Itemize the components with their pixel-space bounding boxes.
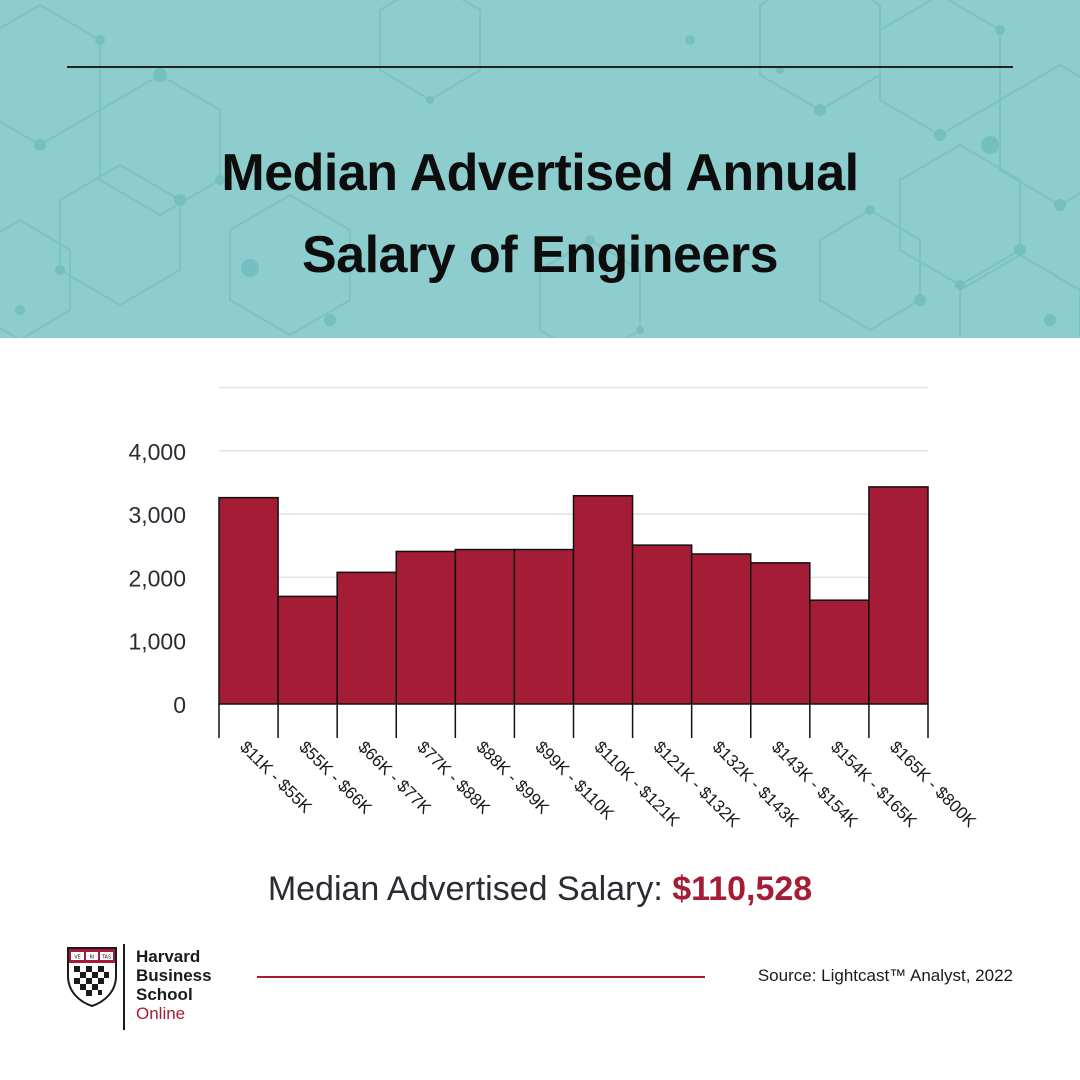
bar (218, 496, 279, 705)
bar (868, 486, 929, 705)
hexagon-pattern-background (0, 0, 1080, 338)
bar (336, 571, 397, 705)
bar (750, 562, 811, 705)
header-banner: Median Advertised Annual Salary of Engin… (0, 0, 1080, 338)
bar (277, 595, 338, 705)
y-tick-label: 0 (173, 692, 186, 718)
bar (631, 544, 693, 705)
wordmark-online: Online (136, 1004, 186, 1023)
x-axis (218, 704, 929, 738)
bar (572, 494, 634, 705)
y-tick-label: 4,000 (128, 439, 186, 465)
histogram-chart: 0 1,000 2,000 3,000 4,000 $11K - $55K$55K - … (128, 386, 980, 831)
chart-title-line-2: Salary of Engineers (301, 226, 779, 284)
bar (513, 548, 575, 705)
median-salary-callout: Median Advertised Salary: $110,528 (0, 864, 1080, 914)
median-salary-label: Median Advertised Salary: (267, 870, 673, 908)
shield-book-1: VE (74, 955, 81, 961)
shield-book-3: TAS (101, 955, 111, 961)
wordmark-harvard: Harvard (136, 947, 201, 966)
top-rule (67, 66, 1013, 68)
hbs-shield-logo: VE RI TAS (67, 947, 117, 1008)
logo-divider (123, 944, 125, 1030)
median-salary-value: $110,528 (672, 870, 813, 908)
footer-rule (257, 976, 705, 978)
bar (690, 553, 752, 705)
y-tick-label: 2,000 (128, 565, 186, 591)
bar (395, 550, 457, 705)
bar (809, 599, 870, 705)
wordmark-business: Business (136, 966, 212, 985)
bars (218, 486, 929, 705)
shield-book-2: RI (90, 955, 95, 961)
y-tick-label: 1,000 (128, 629, 186, 655)
chart-title: Median Advertised Annual Salary of Engin… (140, 132, 940, 296)
y-axis-tick-labels: 0 1,000 2,000 3,000 4,000 (128, 439, 186, 718)
molecule-dots (15, 25, 1066, 334)
source-citation: Source: Lightcast™ Analyst, 2022 (757, 966, 1013, 985)
y-tick-label: 3,000 (128, 502, 186, 528)
hbs-wordmark: Harvard Business School Online (136, 947, 212, 1023)
x-axis-tick-labels: $11K - $55K$55K - $66K$66K - $77K$77K - … (236, 737, 980, 831)
chart-title-line-1: Median Advertised Annual (221, 144, 859, 202)
bar (454, 548, 516, 705)
wordmark-school: School (136, 985, 193, 1004)
